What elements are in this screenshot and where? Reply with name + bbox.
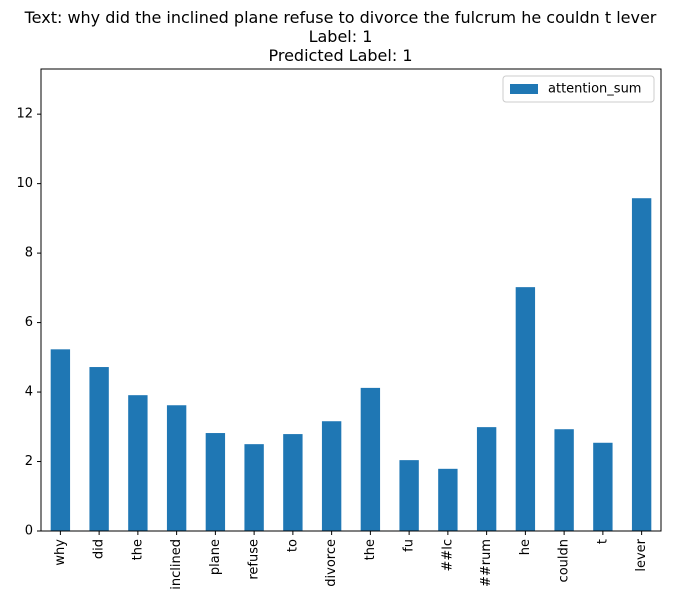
y-tick-label: 6 (25, 315, 33, 330)
title-line-predicted: Predicted Label: 1 (268, 46, 413, 65)
bars-group (50, 198, 652, 531)
bar-0 (50, 349, 71, 531)
x-tick-label: he (518, 539, 533, 555)
y-tick-label: 12 (16, 107, 33, 122)
title-line-label: Label: 1 (308, 27, 373, 46)
y-tick-label: 8 (25, 246, 33, 261)
x-tick-label: lever (634, 538, 649, 571)
legend-swatch (510, 84, 538, 94)
bar-11 (476, 427, 497, 531)
bar-1 (89, 367, 109, 531)
x-tick-label: divorce (324, 539, 339, 587)
plot-frame (40, 68, 662, 532)
y-axis: 0 2 4 6 8 10 12 (16, 107, 41, 539)
x-tick-label: refuse (247, 539, 262, 580)
x-tick-label: the (363, 539, 378, 560)
y-tick-label: 10 (16, 176, 33, 191)
x-tick-label: plane (208, 539, 223, 575)
x-tick-label: ##rum (479, 539, 494, 587)
legend-label: attention_sum (548, 82, 641, 97)
x-tick-label: did (92, 539, 107, 559)
y-tick-label: 2 (25, 454, 33, 469)
bar-9 (399, 460, 419, 531)
bar-13 (554, 429, 574, 531)
bar-4 (205, 433, 226, 531)
legend: attention_sum (502, 75, 655, 103)
bar-7 (321, 421, 342, 531)
x-tick-label: couldn (557, 539, 572, 582)
x-tick-label: the (130, 539, 145, 560)
x-tick-label: fu (402, 539, 417, 552)
x-tick-label: ##lc (440, 539, 455, 572)
bar-8 (360, 387, 381, 531)
bar-12 (515, 287, 536, 531)
legend-box (502, 75, 655, 103)
chart-title: Text: why did the inclined plane refuse … (0, 8, 681, 65)
title-line-text: Text: why did the inclined plane refuse … (24, 8, 657, 27)
x-tick-label: inclined (169, 539, 184, 590)
x-axis: why did the inclined plane refuse to divorce the… (53, 531, 649, 590)
bar-14 (593, 442, 613, 531)
y-tick-label: 0 (25, 524, 33, 539)
bar-3 (166, 405, 187, 531)
bar-15 (631, 198, 652, 531)
x-tick-label: t (595, 539, 610, 544)
y-tick-label: 4 (25, 385, 33, 400)
bar-5 (244, 444, 264, 531)
bar-2 (128, 395, 148, 531)
x-tick-label: to (285, 539, 300, 552)
x-tick-label: why (53, 539, 68, 566)
bar-6 (283, 434, 303, 531)
bar-10 (438, 468, 458, 531)
